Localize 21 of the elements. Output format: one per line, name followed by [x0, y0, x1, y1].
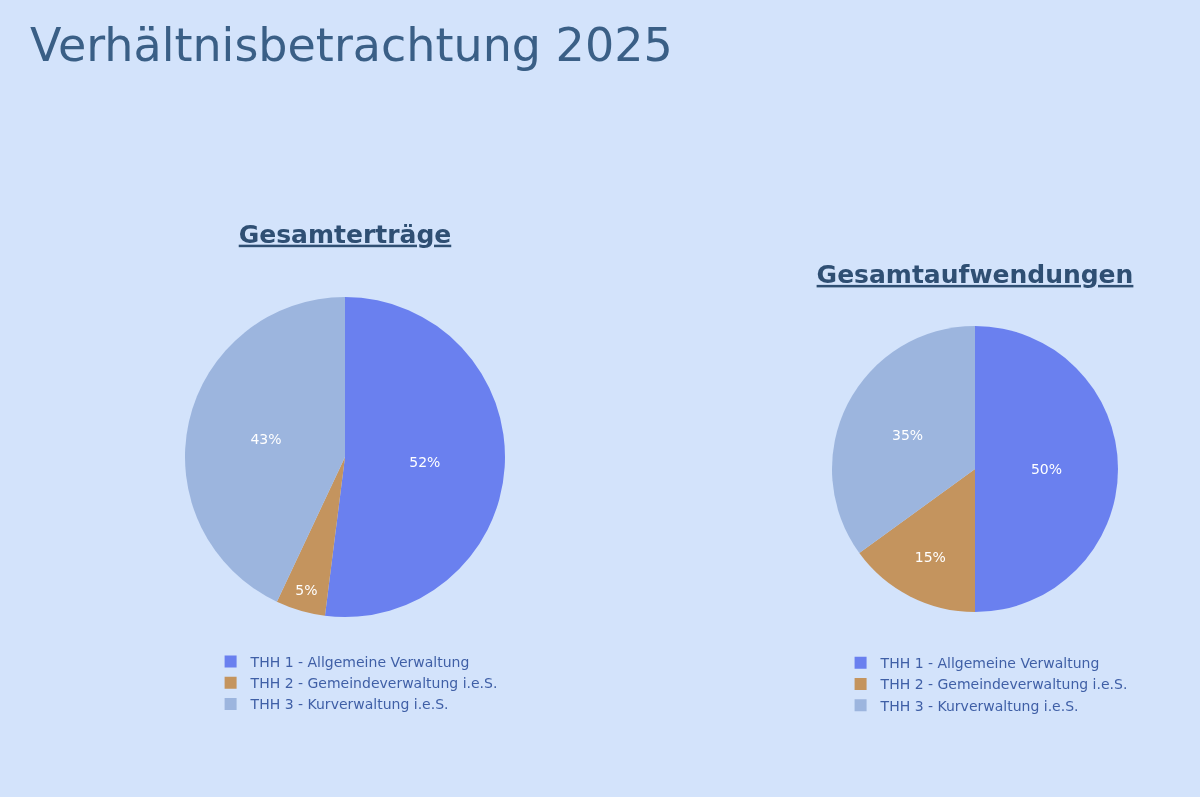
pie-slice: [832, 326, 975, 554]
chart-title: Gesamterträge: [238, 219, 452, 249]
data-label: 43%: [250, 431, 282, 448]
data-label: 5%: [295, 581, 318, 598]
pie-slice: [185, 297, 345, 602]
data-label: 50%: [1030, 461, 1063, 477]
legend-label: THH 1 - Allgemeine Verwaltung: [249, 654, 470, 671]
pie-slice: [324, 297, 505, 617]
data-label: 35%: [892, 426, 924, 443]
legend-label: THH 2 - Gemeindeverwaltung i.e.S.: [879, 676, 1128, 693]
legend-label: THH 1 - Allgemeine Verwaltung: [879, 655, 1100, 672]
legend-label: THH 3 - Kurverwaltung i.e.S.: [249, 696, 449, 713]
pie-slice: [975, 326, 1118, 612]
text: Verhältnisbetrachtung 2025: [30, 18, 673, 72]
pie-slice: [859, 469, 975, 612]
legend-label: THH 3 - Kurverwaltung i.e.S.: [879, 697, 1079, 714]
chart-title: Gesamtaufwendungen: [816, 259, 1134, 289]
data-label: 15%: [914, 548, 946, 565]
data-label: 52%: [409, 454, 441, 471]
pie-slice: [276, 457, 345, 616]
legend-label: THH 2 - Gemeindeverwaltung i.e.S.: [249, 675, 498, 692]
